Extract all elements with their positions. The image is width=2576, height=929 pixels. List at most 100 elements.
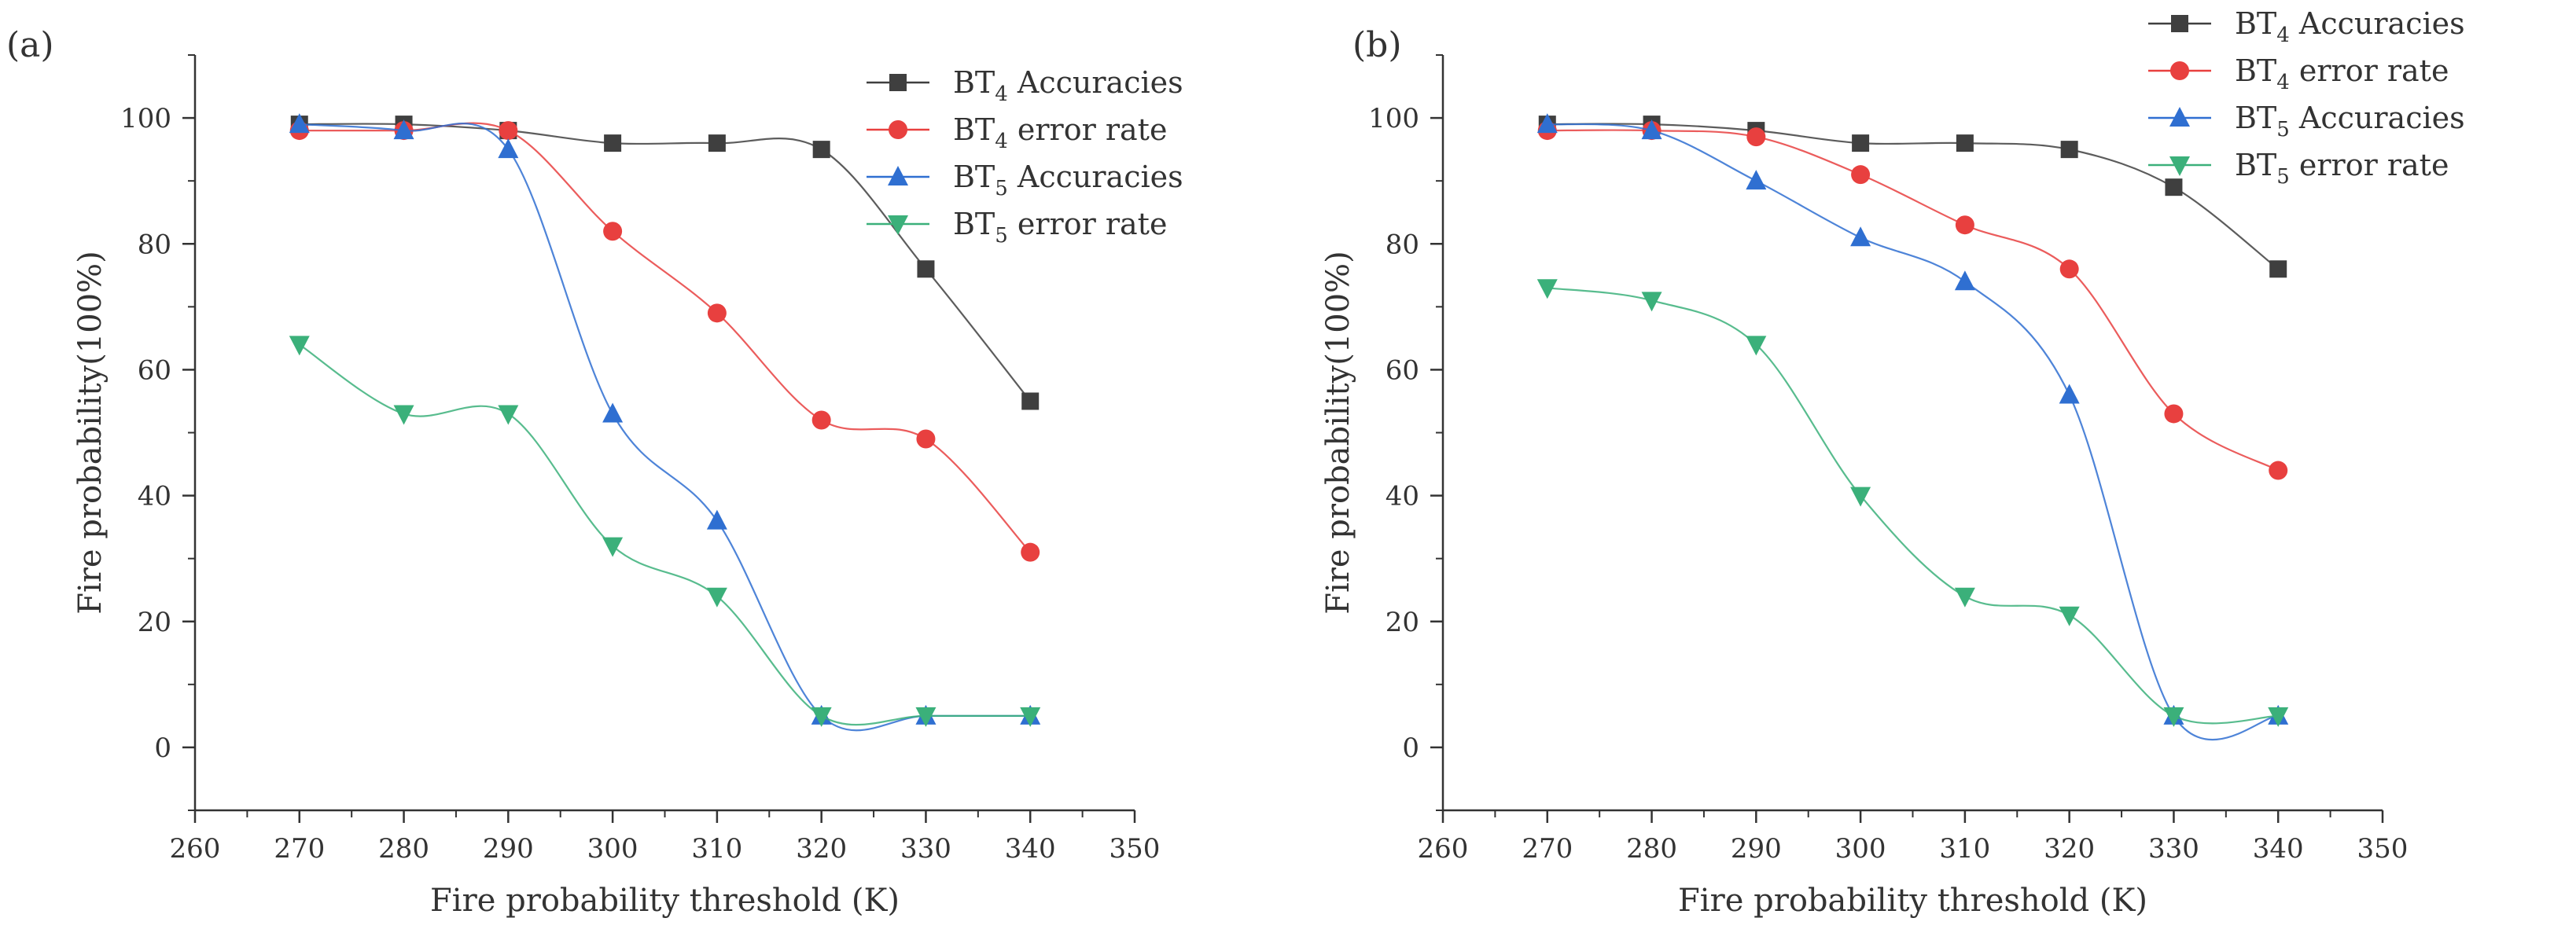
series-bt5-error-rate bbox=[289, 336, 1041, 727]
data-point bbox=[2059, 259, 2079, 279]
data-point bbox=[1641, 119, 1662, 140]
data-point bbox=[1021, 542, 1040, 562]
data-point bbox=[812, 141, 830, 159]
data-point bbox=[1954, 587, 1975, 608]
series-bt5-accuracies bbox=[1536, 113, 2289, 741]
data-point bbox=[1746, 170, 1767, 190]
data-point bbox=[707, 303, 727, 323]
data-point bbox=[2269, 461, 2288, 480]
legend-entry: BT4 Accuracies bbox=[867, 65, 1183, 106]
panel-label: (a) bbox=[6, 25, 54, 65]
series-line bbox=[299, 122, 1032, 553]
legend-marker bbox=[888, 215, 908, 235]
legend-entry: BT5 Accuracies bbox=[867, 160, 1183, 200]
series-line bbox=[299, 123, 1031, 732]
x-tick-label: 300 bbox=[1835, 833, 1886, 865]
data-point bbox=[1850, 226, 1871, 247]
series-bt5-accuracies bbox=[289, 113, 1041, 732]
x-tick-label: 340 bbox=[2253, 833, 2304, 865]
y-axis-label: Fire probability(100%) bbox=[72, 251, 109, 615]
x-tick-label: 310 bbox=[1939, 833, 1990, 865]
legend-entry: BT4 error rate bbox=[2148, 53, 2449, 94]
data-point bbox=[1955, 215, 1974, 235]
panel-label: (b) bbox=[1352, 25, 1402, 65]
y-tick-label: 20 bbox=[138, 607, 171, 638]
x-tick-label: 350 bbox=[2357, 833, 2409, 865]
data-point bbox=[1536, 113, 1558, 134]
data-point bbox=[1021, 392, 1040, 410]
y-tick-label: 0 bbox=[1402, 733, 1419, 764]
legend-label: BT5 Accuracies bbox=[953, 160, 1183, 200]
y-tick-label: 0 bbox=[154, 733, 171, 764]
chart-panel-a: 260 270 280 290 300 310 320 330 340 350 0 20 40 60 80 1… bbox=[6, 25, 1183, 919]
x-tick-label: 350 bbox=[1110, 833, 1161, 865]
series-line bbox=[299, 343, 1031, 726]
x-tick-label: 280 bbox=[1626, 833, 1677, 865]
legend-marker bbox=[889, 74, 907, 91]
legend-label: BT4 error rate bbox=[953, 112, 1167, 153]
series-bt5-error-rate bbox=[1536, 279, 2289, 727]
data-point bbox=[1852, 134, 1870, 152]
data-point bbox=[706, 587, 727, 608]
x-tick-label: 290 bbox=[1731, 833, 1782, 865]
y-tick-label: 100 bbox=[1368, 103, 1419, 134]
data-point bbox=[1746, 127, 1766, 147]
legend-marker bbox=[2170, 61, 2189, 80]
data-point bbox=[498, 405, 519, 425]
x-tick-label: 260 bbox=[1418, 833, 1469, 865]
y-axis-label: Fire probability(100%) bbox=[1320, 251, 1356, 615]
data-point bbox=[499, 121, 518, 141]
x-tick-label: 320 bbox=[2044, 833, 2095, 865]
data-point bbox=[916, 429, 936, 449]
data-point bbox=[1956, 134, 1974, 152]
data-point bbox=[1746, 336, 1767, 356]
series-line bbox=[1547, 123, 2279, 741]
x-axis-label: Fire probability threshold (K) bbox=[430, 883, 900, 919]
data-point bbox=[2164, 404, 2184, 424]
data-point bbox=[706, 509, 727, 530]
x-tick-label: 290 bbox=[483, 833, 534, 865]
data-point bbox=[2163, 707, 2184, 727]
data-point bbox=[708, 134, 726, 152]
y-tick-label: 20 bbox=[1386, 607, 1419, 638]
legend-label: BT4 Accuracies bbox=[953, 65, 1183, 106]
y-tick-label: 80 bbox=[138, 229, 171, 260]
x-tick-label: 300 bbox=[587, 833, 638, 865]
data-point bbox=[1536, 279, 1558, 299]
x-tick-label: 280 bbox=[378, 833, 429, 865]
legend-marker bbox=[889, 120, 907, 139]
x-tick-label: 340 bbox=[1005, 833, 1056, 865]
legend-marker bbox=[2169, 156, 2190, 176]
y-tick-label: 60 bbox=[1386, 354, 1419, 386]
x-tick-label: 270 bbox=[274, 833, 325, 865]
legend-entry: BT4 Accuracies bbox=[2148, 6, 2465, 47]
x-tick-label: 270 bbox=[1522, 833, 1573, 865]
data-point bbox=[2268, 707, 2289, 727]
legend-label: BT5 Accuracies bbox=[2235, 101, 2465, 141]
legend-entry: BT5 error rate bbox=[867, 207, 1167, 248]
legend-label: BT4 Accuracies bbox=[2235, 6, 2465, 47]
x-tick-label: 330 bbox=[900, 833, 951, 865]
legend-entry: BT5 Accuracies bbox=[2148, 101, 2465, 141]
data-point bbox=[602, 537, 624, 557]
legend-label: BT4 error rate bbox=[2235, 53, 2449, 94]
data-point bbox=[811, 707, 832, 727]
legend-marker bbox=[2171, 15, 2188, 32]
data-point bbox=[1020, 707, 1041, 727]
data-point bbox=[603, 222, 623, 241]
x-axis-label: Fire probability threshold (K) bbox=[1678, 883, 2147, 919]
legend-label: BT5 error rate bbox=[953, 207, 1167, 248]
x-tick-label: 330 bbox=[2148, 833, 2199, 865]
x-tick-label: 320 bbox=[796, 833, 847, 865]
chart-panel-b: 260 270 280 290 300 310 320 330 340 350 0 20 40 60 80 1… bbox=[1320, 6, 2465, 919]
y-tick-label: 40 bbox=[138, 481, 171, 512]
data-point bbox=[917, 260, 935, 278]
data-point bbox=[2269, 260, 2287, 278]
y-tick-label: 80 bbox=[1386, 229, 1419, 260]
data-point bbox=[2060, 141, 2078, 159]
legend-marker bbox=[2169, 107, 2190, 127]
data-point bbox=[604, 134, 622, 152]
data-point bbox=[393, 405, 414, 425]
y-tick-label: 60 bbox=[138, 354, 171, 386]
